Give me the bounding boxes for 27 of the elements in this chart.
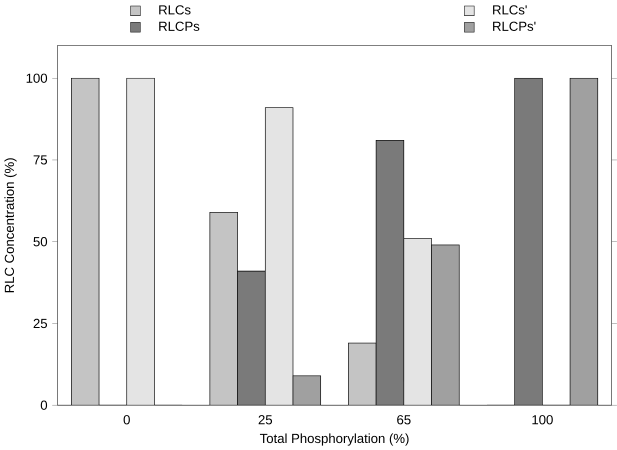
x-tick-label: 100 [532, 415, 553, 424]
y-axis-title: RLC Concentration (%) [4, 158, 17, 292]
bar [404, 238, 432, 406]
x-tick-label: 65 [397, 415, 411, 424]
legend-label: RLCPs' [493, 22, 536, 31]
y-tick-label: 75 [34, 155, 48, 165]
y-tick-label: 100 [26, 74, 48, 83]
x-tick-label: 0 [124, 415, 130, 424]
bar [348, 343, 376, 406]
bar [292, 376, 321, 406]
bar [265, 108, 293, 406]
legend-label: RLCs [159, 5, 191, 15]
bar [126, 78, 154, 406]
bar [238, 271, 266, 406]
legend-label: RLCPs [159, 22, 200, 31]
x-axis-title: Total Phosphorylation (%) [260, 433, 409, 446]
legend-label: RLCs' [493, 5, 527, 15]
bar [432, 244, 460, 406]
y-tick-label: 0 [40, 400, 48, 410]
bar [210, 212, 238, 406]
bar [570, 78, 598, 406]
bar [376, 140, 404, 406]
y-tick-label: 50 [33, 237, 48, 246]
bar [514, 78, 543, 406]
bar [71, 78, 100, 406]
x-tick-label: 25 [258, 415, 272, 424]
y-tick-label: 25 [34, 318, 48, 328]
